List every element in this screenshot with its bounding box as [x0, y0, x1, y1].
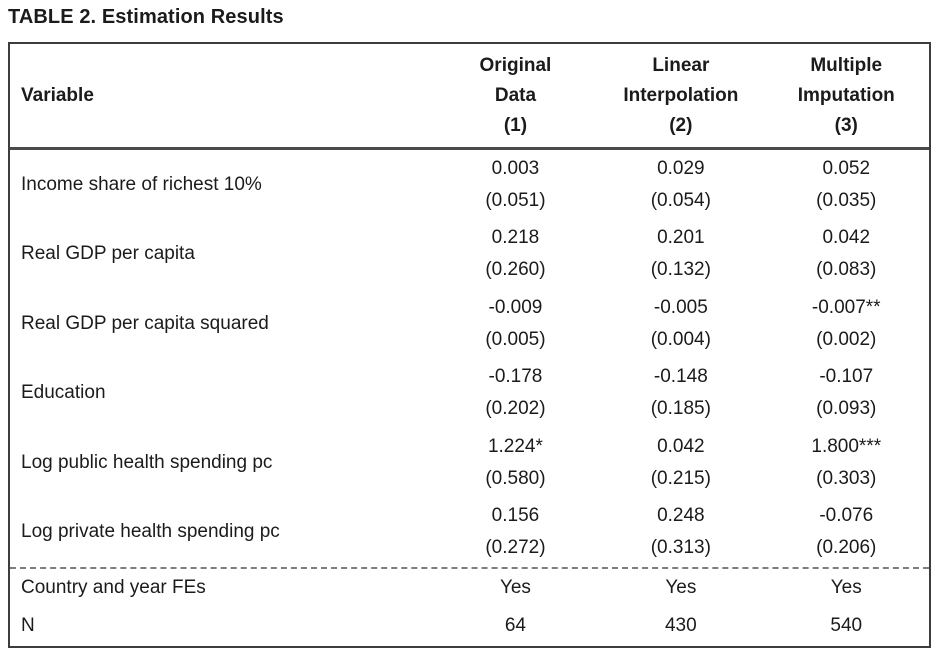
coefficient-cell: -0.009 (0.005): [433, 292, 598, 356]
coefficient-value: 0.052: [822, 157, 871, 179]
footer-value: 540: [830, 615, 863, 636]
row-label: Income share of richest 10%: [21, 173, 262, 195]
standard-error: (0.215): [650, 467, 711, 489]
standard-error: (0.185): [650, 398, 711, 420]
table-row: Income share of richest 10% 0.003 (0.051) 0…: [10, 150, 929, 220]
coefficient-cell: -0.007** (0.002): [764, 292, 929, 356]
table-row: Log private health spending pc 0.156 (0.27…: [10, 498, 929, 568]
header-column-line: Interpolation: [623, 84, 739, 106]
coefficient-value: 0.042: [822, 227, 871, 249]
header-column-line: Imputation: [797, 84, 895, 106]
row-label: Education: [21, 382, 106, 404]
standard-error: (0.005): [485, 328, 546, 350]
coefficient-cell: 0.029 (0.054): [598, 153, 763, 217]
coefficient-value: 0.029: [657, 157, 705, 179]
coefficient-value: -0.148: [653, 366, 708, 388]
header-column-line: (3): [834, 114, 858, 136]
footer-value: Yes: [499, 577, 531, 598]
header-column-line: Data: [494, 84, 537, 106]
header-variable: Variable: [21, 84, 94, 106]
table-row: Education -0.178 (0.202) -0.148 (0.185) -0.10…: [10, 359, 929, 429]
coefficient-value: 0.248: [657, 505, 705, 527]
standard-error: (0.313): [650, 537, 711, 559]
coefficient-value: -0.009: [488, 296, 543, 318]
standard-error: (0.272): [485, 537, 546, 559]
table-footer: Country and year FEs Yes Yes Yes N 64 430 540: [10, 569, 929, 645]
coefficient-cell: 1.800*** (0.303): [764, 431, 929, 495]
row-label: Log private health spending pc: [21, 521, 280, 543]
standard-error: (0.051): [485, 189, 546, 211]
header-column-line: Linear: [652, 54, 710, 76]
coefficient-value: 1.800***: [811, 435, 882, 457]
estimation-results-table: Variable Original Data (1) Linear Interpolat…: [8, 42, 931, 648]
coefficient-value: 0.156: [491, 505, 540, 527]
standard-error: (0.004): [650, 328, 711, 350]
footer-value: 430: [664, 615, 697, 636]
footer-value: Yes: [665, 577, 697, 598]
coefficient-value: -0.005: [653, 296, 708, 318]
table-row: Real GDP per capita 0.218 (0.260) 0.201 (0.1…: [10, 220, 929, 290]
coefficient-cell: -0.178 (0.202): [433, 361, 598, 425]
table-footer-row: N 64 430 540: [10, 607, 929, 645]
coefficient-cell: -0.148 (0.185): [598, 361, 763, 425]
footer-value: Yes: [830, 577, 862, 598]
coefficient-value: 1.224*: [487, 435, 543, 457]
row-label: Real GDP per capita: [21, 243, 195, 265]
coefficient-value: -0.007**: [811, 296, 881, 318]
table-row: Real GDP per capita squared -0.009 (0.005)…: [10, 289, 929, 359]
coefficient-cell: 0.003 (0.051): [433, 153, 598, 217]
coefficient-value: -0.076: [819, 505, 874, 527]
table-title: TABLE 2. Estimation Results: [8, 6, 284, 28]
footer-value: 64: [504, 615, 526, 636]
row-label: Log public health spending pc: [21, 451, 273, 473]
table-footer-row: Country and year FEs Yes Yes Yes: [10, 569, 929, 607]
coefficient-cell: 0.042 (0.215): [598, 431, 763, 495]
standard-error: (0.002): [816, 328, 877, 350]
table-header-row: Variable Original Data (1) Linear Interpolat…: [10, 44, 929, 150]
coefficient-cell: -0.107 (0.093): [764, 361, 929, 425]
footer-label: Country and year FEs: [21, 577, 206, 598]
standard-error: (0.132): [650, 259, 711, 281]
standard-error: (0.260): [485, 259, 546, 281]
coefficient-value: -0.107: [819, 366, 874, 388]
table-row: Log public health spending pc 1.224* (0.58…: [10, 428, 929, 498]
header-column-line: (2): [669, 114, 693, 136]
standard-error: (0.202): [485, 398, 546, 420]
standard-error: (0.580): [485, 467, 546, 489]
standard-error: (0.054): [650, 189, 711, 211]
footer-label: N: [21, 615, 35, 636]
coefficient-cell: 0.052 (0.035): [764, 153, 929, 217]
header-column-3: Multiple Imputation (3): [764, 51, 929, 141]
coefficient-cell: 0.201 (0.132): [598, 222, 763, 286]
coefficient-cell: -0.005 (0.004): [598, 292, 763, 356]
coefficient-cell: 0.218 (0.260): [433, 222, 598, 286]
coefficient-cell: 0.042 (0.083): [764, 222, 929, 286]
header-column-1: Original Data (1): [433, 51, 598, 141]
table-body: Income share of richest 10% 0.003 (0.051) 0…: [10, 150, 929, 567]
coefficient-cell: -0.076 (0.206): [764, 500, 929, 564]
header-column-line: Multiple: [810, 54, 883, 76]
coefficient-value: 0.003: [491, 157, 540, 179]
standard-error: (0.083): [816, 259, 877, 281]
header-column-line: (1): [503, 114, 528, 136]
header-column-line: Original: [479, 54, 552, 76]
coefficient-cell: 0.248 (0.313): [598, 500, 763, 564]
dashed-separator: [10, 567, 929, 569]
row-label: Real GDP per capita squared: [21, 312, 269, 334]
coefficient-value: 0.042: [657, 435, 705, 457]
header-column-2: Linear Interpolation (2): [598, 51, 763, 141]
coefficient-value: 0.218: [491, 227, 540, 249]
standard-error: (0.035): [816, 189, 877, 211]
standard-error: (0.303): [816, 467, 877, 489]
coefficient-value: 0.201: [657, 227, 705, 249]
coefficient-cell: 1.224* (0.580): [433, 431, 598, 495]
standard-error: (0.093): [816, 398, 877, 420]
coefficient-value: -0.178: [488, 366, 543, 388]
coefficient-cell: 0.156 (0.272): [433, 500, 598, 564]
standard-error: (0.206): [816, 537, 877, 559]
